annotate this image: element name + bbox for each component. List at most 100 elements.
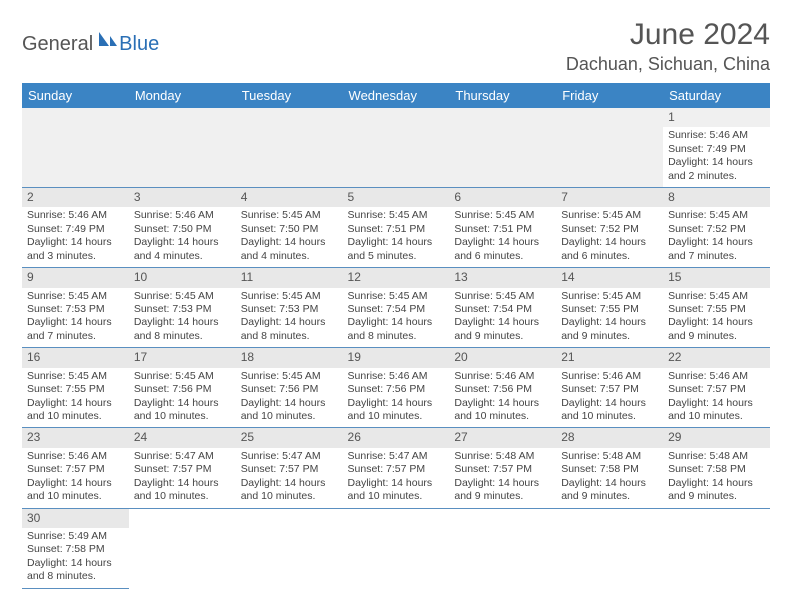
calendar-cell: 25Sunrise: 5:47 AMSunset: 7:57 PMDayligh… [236,428,343,508]
daylight-line: Daylight: 14 hours and 10 minutes. [241,397,338,424]
sunset-line: Sunset: 7:53 PM [134,303,231,316]
sunset-line: Sunset: 7:56 PM [134,383,231,396]
sunrise-line: Sunrise: 5:47 AM [134,450,231,463]
day-number: 20 [449,348,556,367]
calendar-body: 1Sunrise: 5:46 AMSunset: 7:49 PMDaylight… [22,108,770,588]
sunset-line: Sunset: 7:57 PM [27,463,124,476]
calendar-cell [556,508,663,588]
day-header: Wednesday [343,83,450,108]
day-number: 25 [236,428,343,447]
daylight-line: Daylight: 14 hours and 10 minutes. [454,397,551,424]
calendar-cell: 27Sunrise: 5:48 AMSunset: 7:57 PMDayligh… [449,428,556,508]
calendar-cell: 23Sunrise: 5:46 AMSunset: 7:57 PMDayligh… [22,428,129,508]
calendar-cell: 18Sunrise: 5:45 AMSunset: 7:56 PMDayligh… [236,348,343,428]
day-number: 6 [449,188,556,207]
sunset-line: Sunset: 7:58 PM [668,463,765,476]
calendar-cell: 7Sunrise: 5:45 AMSunset: 7:52 PMDaylight… [556,188,663,268]
sunset-line: Sunset: 7:57 PM [668,383,765,396]
day-header: Monday [129,83,236,108]
sunrise-line: Sunrise: 5:46 AM [134,209,231,222]
sunrise-line: Sunrise: 5:45 AM [27,370,124,383]
sunrise-line: Sunrise: 5:49 AM [27,530,124,543]
day-number: 30 [22,509,129,528]
daylight-line: Daylight: 14 hours and 9 minutes. [668,477,765,504]
calendar-cell: 14Sunrise: 5:45 AMSunset: 7:55 PMDayligh… [556,268,663,348]
daylight-line: Daylight: 14 hours and 6 minutes. [561,236,658,263]
sunset-line: Sunset: 7:49 PM [27,223,124,236]
calendar-cell: 17Sunrise: 5:45 AMSunset: 7:56 PMDayligh… [129,348,236,428]
day-number: 5 [343,188,450,207]
daylight-line: Daylight: 14 hours and 9 minutes. [454,477,551,504]
daylight-line: Daylight: 14 hours and 8 minutes. [241,316,338,343]
calendar-cell: 29Sunrise: 5:48 AMSunset: 7:58 PMDayligh… [663,428,770,508]
brand-part1: General [22,33,93,56]
sunset-line: Sunset: 7:56 PM [454,383,551,396]
calendar-cell: 15Sunrise: 5:45 AMSunset: 7:55 PMDayligh… [663,268,770,348]
day-number: 15 [663,268,770,287]
calendar-cell: 13Sunrise: 5:45 AMSunset: 7:54 PMDayligh… [449,268,556,348]
day-number: 1 [663,108,770,127]
calendar-cell: 6Sunrise: 5:45 AMSunset: 7:51 PMDaylight… [449,188,556,268]
daylight-line: Daylight: 14 hours and 9 minutes. [454,316,551,343]
day-header-row: Sunday Monday Tuesday Wednesday Thursday… [22,83,770,108]
sunrise-line: Sunrise: 5:45 AM [134,370,231,383]
sunset-line: Sunset: 7:57 PM [241,463,338,476]
calendar-cell [449,108,556,188]
sunset-line: Sunset: 7:54 PM [454,303,551,316]
day-header: Thursday [449,83,556,108]
daylight-line: Daylight: 14 hours and 4 minutes. [134,236,231,263]
day-number: 28 [556,428,663,447]
daylight-line: Daylight: 14 hours and 10 minutes. [348,397,445,424]
sail-icon [97,30,119,53]
sunrise-line: Sunrise: 5:46 AM [348,370,445,383]
calendar-cell: 10Sunrise: 5:45 AMSunset: 7:53 PMDayligh… [129,268,236,348]
sunrise-line: Sunrise: 5:46 AM [27,450,124,463]
brand-logo: General Blue [22,30,159,59]
sunset-line: Sunset: 7:53 PM [27,303,124,316]
calendar-week: 9Sunrise: 5:45 AMSunset: 7:53 PMDaylight… [22,268,770,348]
calendar-cell: 9Sunrise: 5:45 AMSunset: 7:53 PMDaylight… [22,268,129,348]
day-number: 4 [236,188,343,207]
calendar-cell [236,108,343,188]
day-number: 3 [129,188,236,207]
calendar-cell: 16Sunrise: 5:45 AMSunset: 7:55 PMDayligh… [22,348,129,428]
calendar-cell: 28Sunrise: 5:48 AMSunset: 7:58 PMDayligh… [556,428,663,508]
sunrise-line: Sunrise: 5:45 AM [348,209,445,222]
calendar-cell [236,508,343,588]
month-title: June 2024 [566,18,770,52]
sunset-line: Sunset: 7:55 PM [27,383,124,396]
daylight-line: Daylight: 14 hours and 3 minutes. [27,236,124,263]
location-text: Dachuan, Sichuan, China [566,54,770,75]
calendar-cell: 20 Sunrise: 5:46 AMSunset: 7:56 PMDayligh… [449,348,556,428]
calendar-cell: 1Sunrise: 5:46 AMSunset: 7:49 PMDaylight… [663,108,770,188]
day-number: 17 [129,348,236,367]
calendar-week: 1Sunrise: 5:46 AMSunset: 7:49 PMDaylight… [22,108,770,188]
daylight-line: Daylight: 14 hours and 10 minutes. [561,397,658,424]
title-block: June 2024 Dachuan, Sichuan, China [566,18,770,75]
day-number: 29 [663,428,770,447]
sunset-line: Sunset: 7:56 PM [348,383,445,396]
daylight-line: Daylight: 14 hours and 9 minutes. [668,316,765,343]
day-number: 14 [556,268,663,287]
sunset-line: Sunset: 7:57 PM [134,463,231,476]
calendar-table: Sunday Monday Tuesday Wednesday Thursday… [22,83,770,589]
sunrise-line: Sunrise: 5:45 AM [348,290,445,303]
day-number: 7 [556,188,663,207]
sunrise-line: Sunrise: 5:46 AM [454,370,551,383]
calendar-cell [129,508,236,588]
calendar-week: 16Sunrise: 5:45 AMSunset: 7:55 PMDayligh… [22,348,770,428]
calendar-cell [556,108,663,188]
sunrise-line: Sunrise: 5:46 AM [561,370,658,383]
calendar-cell [663,508,770,588]
sunset-line: Sunset: 7:53 PM [241,303,338,316]
daylight-line: Daylight: 14 hours and 7 minutes. [668,236,765,263]
day-number: 18 [236,348,343,367]
sunrise-line: Sunrise: 5:47 AM [241,450,338,463]
sunrise-line: Sunrise: 5:48 AM [454,450,551,463]
daylight-line: Daylight: 14 hours and 9 minutes. [561,477,658,504]
sunset-line: Sunset: 7:52 PM [668,223,765,236]
sunset-line: Sunset: 7:54 PM [348,303,445,316]
daylight-line: Daylight: 14 hours and 10 minutes. [348,477,445,504]
sunset-line: Sunset: 7:49 PM [668,143,765,156]
calendar-cell [343,108,450,188]
